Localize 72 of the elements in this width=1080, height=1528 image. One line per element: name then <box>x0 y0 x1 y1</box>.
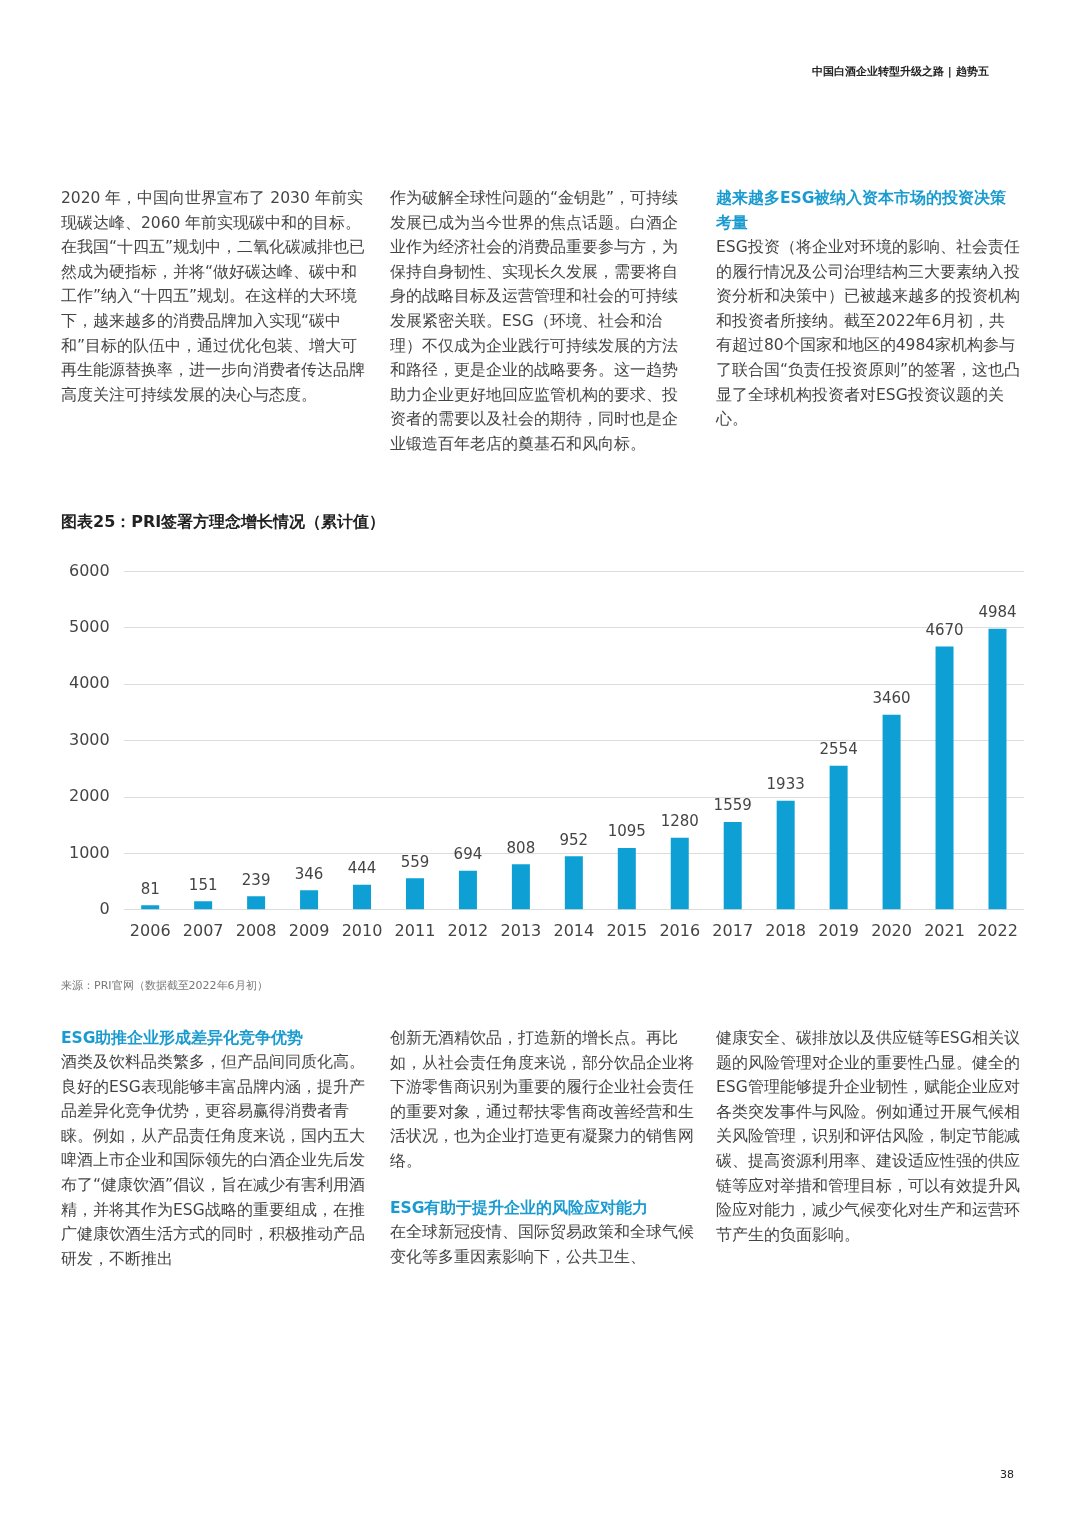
bar <box>300 890 319 910</box>
bar <box>670 837 689 910</box>
text: 在全球新冠疫情、国际贸易政策和全球气候变化等多重因素影响下，公共卫生、 <box>390 1222 695 1268</box>
text: 越来越多ESG被纳入资本市场的投资决策考量 <box>716 188 1008 234</box>
x-tick-label: 2008 <box>235 920 277 940</box>
text: ESG投资（将企业对环境的影响、社会责任的履行情况及公司治理结构三大要素纳入投资分析和决策中）已被越来越多的投资机构和投资者所接纳。截至2022年6月初，共有超过80个国家和地区的4984家机构参与了联合国“负责任投资原则”的签署，这也凸显了全球机构投资者对ESG投资议题的关心。 <box>716 237 1021 431</box>
bar <box>564 856 583 910</box>
bar <box>194 901 213 910</box>
text: 中国白酒企业转型升级之路 | 趋势五 <box>812 64 990 80</box>
bar <box>829 765 848 910</box>
bar <box>776 800 795 910</box>
y-tick-label: 4000 <box>69 673 110 693</box>
data-label: 952 <box>559 830 589 849</box>
x-tick-label: 2015 <box>606 920 648 940</box>
y-tick-label: 2000 <box>69 786 110 806</box>
text: 2020 年，中国向世界宣布了 2030 年前实现碳达峰、2060 年前实现碳中和的目标。在我国“十四五”规划中，二氧化碳减排也已然成为硬指标，并将“做好碳达峰、碳中和工作”纳入“十四五”规划。在这样的大环境下，越来越多的消费品牌加入实现“碳中和”目标的队伍中，通过优化包装、增大可再生能源替换率，进一步向消费者传达品牌高度关注可持续发展的决心与态度。 <box>61 189 366 404</box>
data-label: 4670 <box>925 620 964 639</box>
data-label: 1095 <box>607 822 646 841</box>
y-tick-label: 5000 <box>69 617 110 637</box>
x-tick-label: 2018 <box>765 920 807 940</box>
x-tick-label: 2014 <box>553 920 595 940</box>
y-tick-label: 1000 <box>69 842 110 862</box>
x-tick-label: 2019 <box>818 920 859 940</box>
data-label: 444 <box>347 859 377 878</box>
bar <box>882 714 901 910</box>
data-label: 239 <box>241 870 271 889</box>
data-label: 1280 <box>660 812 699 831</box>
x-tick-label: 2016 <box>659 920 701 940</box>
bar <box>723 821 742 910</box>
text: ESG有助于提升企业的风险应对能力 <box>390 1198 650 1219</box>
data-label: 4984 <box>978 603 1017 622</box>
data-label: 559 <box>400 852 430 871</box>
x-tick-label: 2006 <box>129 920 171 940</box>
text: 健康安全、碳排放以及供应链等ESG相关议题的风险管理对企业的重要性凸显。健全的ESG管理能够提升企业韧性，赋能企业应对各类突发事件与风险。例如通过开展气候相关风险管理，识别和评估风险，制定节能减碳、提高资源利用率、建设适应性强的供应链等应对举措和管理目标，可以有效提升风险应对能力，减少气候变化对生产和运营环节产生的负面影响。 <box>716 1029 1020 1244</box>
x-tick-label: 2021 <box>924 920 965 940</box>
data-label: 808 <box>506 838 536 857</box>
bar <box>247 896 266 910</box>
data-label: 694 <box>453 845 483 864</box>
bar <box>141 905 160 910</box>
x-tick-label: 2009 <box>288 920 330 940</box>
x-tick-label: 2010 <box>341 920 383 940</box>
data-label: 1559 <box>713 796 752 815</box>
bar <box>353 884 372 910</box>
x-tick-label: 2012 <box>447 920 489 940</box>
text: 创新无酒精饮品，打造新的增长点。再比如，从社会责任角度来说，部分饮品企业将下游零售商识别为重要的履行企业社会责任的重要对象，通过帮扶零售商改善经营和生活状况，也为企业打造更有凝聚力的销售网络。 <box>390 1028 695 1172</box>
data-label: 346 <box>294 864 324 883</box>
data-label: 3460 <box>872 689 911 708</box>
data-label: 81 <box>140 879 160 898</box>
y-tick-label: 6000 <box>69 560 110 580</box>
source-note: 来源：PRI官网（数据截至2022年6月初） <box>61 978 269 994</box>
bar <box>988 628 1007 910</box>
bar <box>935 646 954 910</box>
data-label: 151 <box>188 875 218 894</box>
y-tick-label: 3000 <box>69 729 110 749</box>
x-tick-label: 2007 <box>182 920 224 940</box>
x-tick-label: 2013 <box>500 920 542 940</box>
bar <box>458 870 477 910</box>
x-tick-label: 2020 <box>871 920 912 940</box>
bar <box>511 864 530 910</box>
text: 38 <box>1000 1467 1015 1483</box>
data-label: 1933 <box>766 775 805 794</box>
data-label: 2554 <box>819 740 858 759</box>
chart-title: 图表25：PRI签署方理念增长情况（累计值） <box>61 512 386 533</box>
x-tick-label: 2017 <box>712 920 754 940</box>
text: ESG助推企业形成差异化竞争优势 <box>61 1028 305 1049</box>
bar <box>405 878 424 910</box>
x-tick-label: 2011 <box>394 920 436 940</box>
bar <box>617 848 636 910</box>
text: 酒类及饮料品类繁多，但产品间同质化高。良好的ESG表现能够丰富品牌内涵，提升产品差异化竞争优势，更容易赢得消费者青睐。例如，从产品责任角度来说，国内五大啤酒上市企业和国际领先的白酒企业先后发布了“健康饮酒”倡议，旨在减少有害利用酒精，并将其作为ESG战略的重要组成，在推广健康饮酒生活方式的同时，积极推动产品研发，不断推出 <box>61 1053 366 1268</box>
x-tick-label: 2022 <box>977 920 1018 940</box>
y-tick-label: 0 <box>99 898 110 918</box>
text: 作为破解全球性问题的“金钥匙”，可持续发展已成为当今世界的焦点话题。白酒企业作为经济社会的消费品重要参与方，为保持自身韧性、实现长久发展，需要将自身的战略目标及运营管理和社会的可持续发展紧密关联。ESG（环境、社会和治理）不仅成为企业践行可持续发展的方法和路径，更是企业的战略要务。这一趋势助力企业更好地回应监管机构的要求、投资者的需要以及社会的期待，同时也是企业锻造百年老店的奠基石和风向标。 <box>390 189 679 453</box>
